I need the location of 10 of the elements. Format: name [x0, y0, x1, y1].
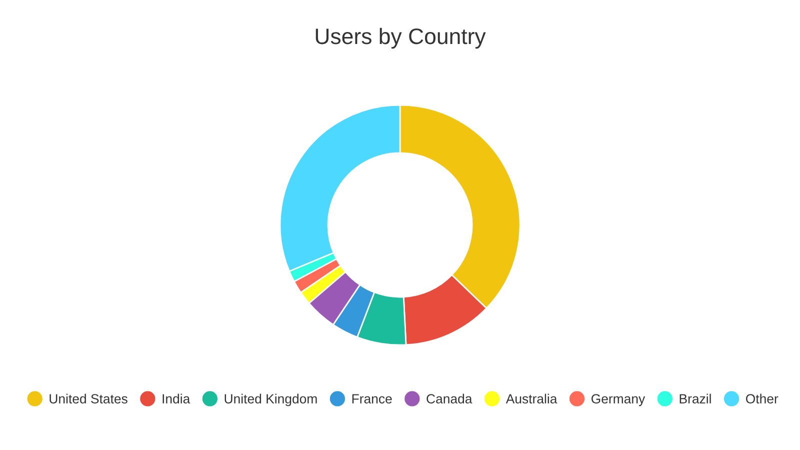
legend-label: Australia — [506, 394, 558, 404]
legend-label: Canada — [426, 394, 472, 404]
legend-label: Other — [746, 394, 778, 404]
legend-label: United States — [50, 394, 128, 404]
legend-label: United Kingdom — [224, 394, 317, 406]
legend-label: India — [162, 394, 190, 404]
legend-label: Brazil — [680, 394, 711, 404]
legend-label: France — [352, 394, 392, 404]
legend-label: Germany — [592, 394, 646, 406]
chart-title: Users by Country — [316, 28, 486, 49]
